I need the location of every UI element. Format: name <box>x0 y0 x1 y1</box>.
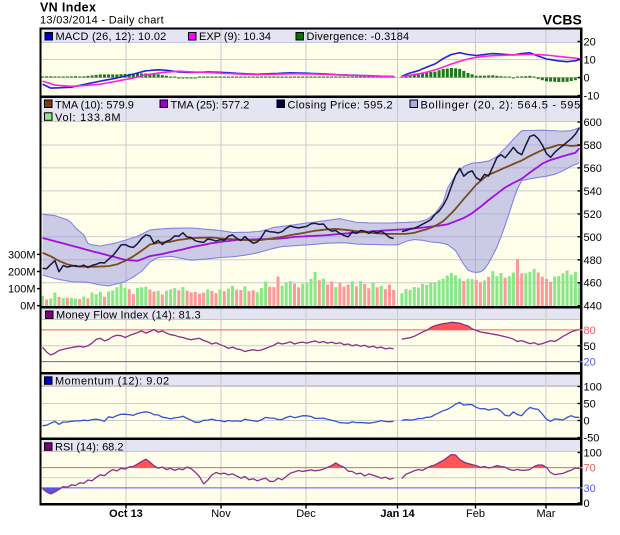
svg-text:0: 0 <box>584 73 590 85</box>
svg-text:RSI (14): 68.2: RSI (14): 68.2 <box>55 442 123 454</box>
svg-text:480: 480 <box>584 255 602 267</box>
svg-text:Closing Price: 595.2: Closing Price: 595.2 <box>288 100 393 112</box>
svg-text:500: 500 <box>584 232 602 244</box>
svg-text:-10: -10 <box>584 91 600 103</box>
svg-text:VN Index: VN Index <box>40 1 96 15</box>
svg-text:80: 80 <box>584 325 596 337</box>
svg-text:600: 600 <box>584 117 602 129</box>
svg-text:EXP (9): 10.34: EXP (9): 10.34 <box>199 31 271 43</box>
svg-text:Bollinger (20, 2): 564.5 - 595: Bollinger (20, 2): 564.5 - 595 <box>421 100 581 112</box>
svg-text:Momentum (12): 9.02: Momentum (12): 9.02 <box>55 376 170 388</box>
svg-text:50: 50 <box>584 399 596 411</box>
svg-text:440: 440 <box>584 301 602 313</box>
svg-text:Oct 13: Oct 13 <box>109 508 143 520</box>
svg-text:Mar: Mar <box>537 508 556 520</box>
svg-text:0: 0 <box>584 498 590 510</box>
svg-text:50: 50 <box>584 341 596 353</box>
svg-text:10: 10 <box>584 55 596 67</box>
svg-text:MACD (26, 12): 10.02: MACD (26, 12): 10.02 <box>56 31 167 43</box>
svg-text:100: 100 <box>584 448 602 460</box>
svg-text:Vol: 133.8M: Vol: 133.8M <box>55 112 121 124</box>
svg-text:13/03/2014 - Daily chart: 13/03/2014 - Daily chart <box>40 15 164 27</box>
svg-text:30: 30 <box>584 483 596 495</box>
svg-text:70: 70 <box>584 463 596 475</box>
svg-text:100: 100 <box>584 382 602 394</box>
svg-text:TMA (25): 577.2: TMA (25): 577.2 <box>171 100 250 112</box>
svg-text:520: 520 <box>584 209 602 221</box>
svg-text:Jan 14: Jan 14 <box>380 508 415 520</box>
svg-text:Divergence: -0.3184: Divergence: -0.3184 <box>307 31 410 43</box>
svg-text:TMA (10): 579.9: TMA (10): 579.9 <box>55 100 134 112</box>
svg-text:VCBS: VCBS <box>543 12 582 28</box>
svg-text:560: 560 <box>584 163 602 175</box>
svg-text:0: 0 <box>584 416 590 428</box>
svg-text:580: 580 <box>584 140 602 152</box>
svg-text:0M: 0M <box>20 301 35 313</box>
svg-text:-50: -50 <box>584 433 600 445</box>
svg-text:Money Flow Index (14): 81.3: Money Flow Index (14): 81.3 <box>56 310 201 322</box>
svg-text:100M: 100M <box>8 284 36 296</box>
svg-text:Feb: Feb <box>466 508 485 520</box>
svg-text:300M: 300M <box>8 249 36 261</box>
svg-text:460: 460 <box>584 278 602 290</box>
svg-text:Dec: Dec <box>296 508 316 520</box>
svg-text:540: 540 <box>584 186 602 198</box>
svg-text:200M: 200M <box>8 267 36 279</box>
svg-text:20: 20 <box>584 357 596 369</box>
svg-text:20: 20 <box>584 37 596 49</box>
svg-text:Nov: Nov <box>211 508 231 520</box>
